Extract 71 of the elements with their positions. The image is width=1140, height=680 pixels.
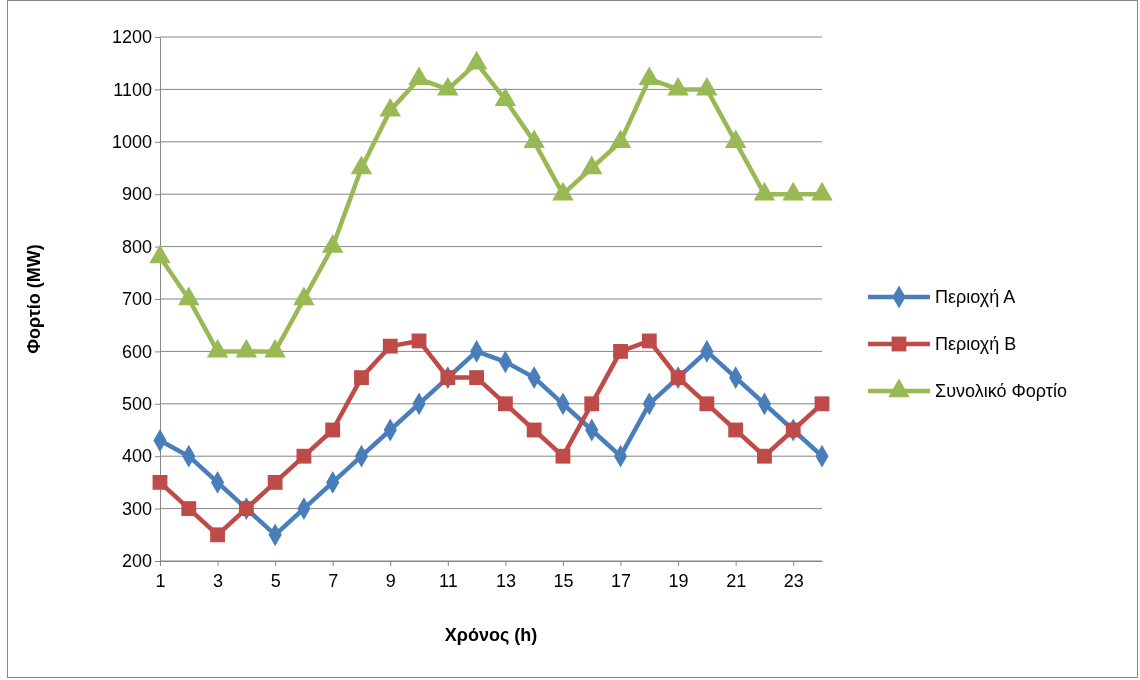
x-tick-label: 15 — [553, 571, 574, 591]
y-tick-label: 700 — [121, 289, 152, 310]
point — [325, 422, 341, 438]
legend-label: Περιοχή Β — [935, 334, 1017, 355]
x-tick-label: 21 — [726, 571, 747, 591]
point — [465, 50, 488, 70]
point — [552, 181, 574, 201]
point — [814, 396, 830, 412]
x-tick-label: 13 — [495, 571, 516, 591]
point — [497, 396, 513, 412]
point — [638, 66, 661, 86]
point — [613, 343, 628, 359]
y-tick-label: 400 — [121, 446, 152, 467]
point — [293, 286, 315, 306]
y-tick-label: 600 — [121, 341, 152, 362]
point — [526, 422, 542, 438]
x-tick-label: 17 — [611, 571, 632, 591]
x-tick-label: 23 — [783, 571, 804, 591]
x-tick-label: 1 — [155, 571, 166, 591]
point — [555, 448, 571, 464]
point — [238, 501, 254, 517]
point — [753, 181, 776, 201]
x-axis-title: Χρόνος (h) — [444, 625, 538, 645]
x-tick-label: 19 — [668, 571, 689, 591]
point — [609, 129, 632, 148]
point — [670, 370, 686, 386]
point — [641, 333, 657, 349]
point — [437, 76, 459, 96]
point — [350, 155, 373, 175]
x-tick-label: 3 — [213, 571, 224, 591]
point — [178, 286, 200, 306]
y-axis-title: Φορτίο (MW) — [24, 244, 44, 354]
point — [440, 370, 456, 386]
y-tick-label: 800 — [121, 236, 152, 257]
y-tick-label: 300 — [121, 498, 152, 519]
point — [354, 370, 369, 386]
legend-label: Περιοχή Α — [935, 287, 1016, 308]
x-tick-label: 11 — [438, 571, 458, 591]
y-tick-label: 1000 — [111, 132, 152, 153]
point — [584, 396, 600, 412]
point — [696, 76, 718, 96]
point — [469, 370, 485, 386]
point — [181, 501, 197, 517]
legend-label: Συνολικό Φορτίο — [935, 381, 1067, 402]
point — [152, 474, 168, 490]
point — [785, 422, 801, 438]
point — [523, 129, 545, 148]
point — [728, 422, 744, 438]
x-tick-label: 7 — [328, 571, 339, 591]
x-tick-label: 5 — [270, 571, 281, 591]
point — [267, 474, 283, 490]
point — [699, 396, 715, 412]
point — [321, 234, 344, 253]
point — [408, 66, 430, 86]
y-tick-label: 500 — [121, 394, 152, 415]
point — [667, 76, 689, 96]
point — [494, 87, 517, 107]
y-tick-label: 200 — [121, 551, 152, 572]
point — [757, 448, 772, 464]
point — [296, 448, 312, 464]
point — [580, 155, 603, 175]
point — [811, 181, 833, 201]
point — [379, 97, 402, 117]
point — [724, 129, 747, 148]
point — [782, 181, 804, 201]
y-tick-label: 1200 — [111, 27, 152, 48]
x-tick-label: 9 — [385, 571, 396, 591]
point — [382, 338, 398, 354]
point — [210, 527, 225, 543]
y-tick-label: 900 — [121, 184, 152, 205]
y-tick-label: 1100 — [113, 79, 152, 100]
